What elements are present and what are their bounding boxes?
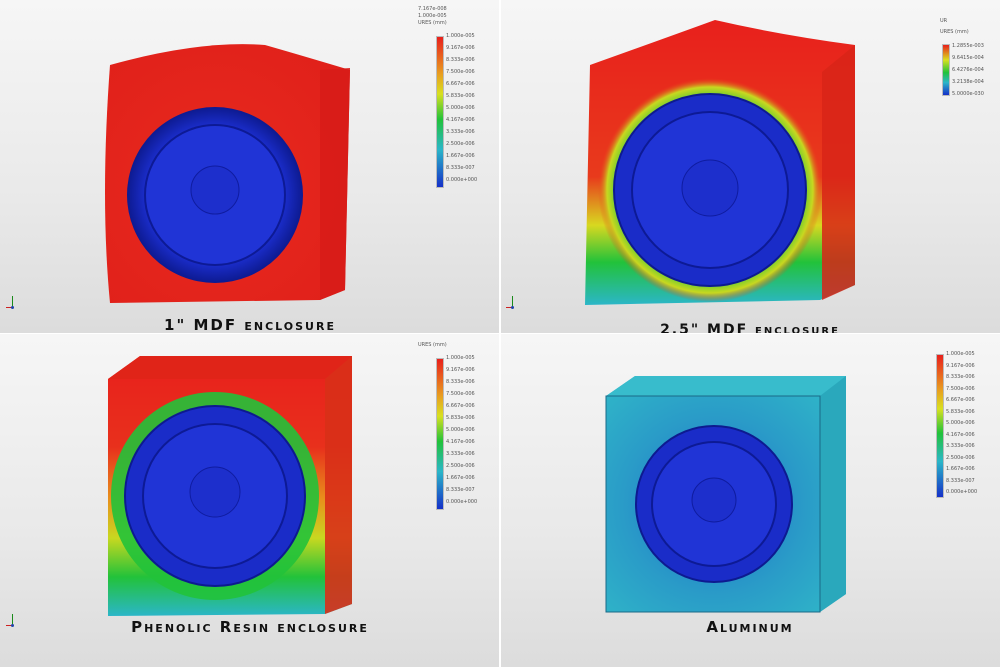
tick: 9.167e-006 — [446, 45, 475, 51]
enclosure-render — [585, 20, 855, 305]
tick: 8.333e-006 — [946, 374, 975, 380]
tick: 1.667e-006 — [446, 153, 475, 159]
tick: 4.167e-006 — [946, 431, 975, 438]
legend-title: URES (mm) — [940, 29, 969, 35]
legend-header-2: 1.000e-005 — [418, 13, 447, 19]
legend-header-1: UR — [940, 18, 948, 24]
box-top — [108, 356, 352, 379]
tick: 5.833e-006 — [446, 415, 475, 421]
tick: 3.333e-006 — [446, 129, 475, 135]
panel-caption: 2.5" MDF enclosure — [660, 322, 840, 333]
tick: 3.333e-006 — [946, 443, 975, 449]
tick: 8.333e-007 — [946, 477, 975, 484]
tick: 5.000e-006 — [946, 420, 975, 426]
tick: 3.2138e-004 — [952, 79, 984, 85]
tick: 4.167e-006 — [446, 117, 475, 123]
legend-header-1: 7.167e-008 — [418, 6, 447, 12]
tick: 9.167e-006 — [446, 367, 475, 373]
dust-cap — [190, 165, 240, 215]
axis-triad-icon — [6, 614, 20, 628]
panel-phenolic-resin: URES (mm) 1.000e-005 9.167e-006 8.333e-0… — [0, 334, 500, 667]
tick: 0.000e+000 — [446, 177, 478, 183]
enclosure-render — [105, 44, 350, 304]
divider-vertical — [499, 0, 501, 667]
tick: 1.667e-006 — [446, 475, 475, 481]
tick: 5.0000e-030 — [952, 91, 984, 97]
tick: 2.500e-006 — [446, 463, 475, 469]
tick: 6.667e-006 — [946, 397, 975, 403]
box-side — [320, 68, 350, 300]
color-legend: 1.000e-005 9.167e-006 8.333e-006 7.500e-… — [936, 352, 1000, 512]
color-legend: UR URES (mm) 1.2855e-003 9.6415e-004 6.4… — [940, 18, 1000, 118]
box-side — [820, 376, 846, 612]
legend-color-bar — [942, 44, 950, 96]
tick: 6.4276e-004 — [952, 67, 984, 73]
dust-cap — [681, 159, 739, 217]
tick: 1.667e-006 — [946, 466, 975, 472]
legend-title: URES (mm) — [418, 20, 447, 26]
dust-cap — [189, 466, 241, 518]
tick: 5.833e-006 — [446, 93, 475, 99]
tick: 8.333e-007 — [446, 487, 475, 493]
tick: 7.500e-006 — [446, 391, 475, 397]
box-side — [822, 45, 855, 300]
tick: 5.833e-006 — [946, 408, 975, 415]
tick: 5.000e-006 — [446, 427, 475, 433]
tick: 9.167e-006 — [946, 362, 975, 369]
tick: 2.500e-006 — [446, 141, 475, 147]
color-legend: URES (mm) 1.000e-005 9.167e-006 8.333e-0… — [418, 342, 488, 532]
box-top — [606, 376, 846, 396]
panel-1in-mdf: 7.167e-008 1.000e-005 URES (mm) 1.000e-0… — [0, 0, 500, 333]
axis-triad-icon — [506, 296, 520, 310]
legend-title: URES (mm) — [418, 342, 447, 348]
tick: 8.333e-006 — [446, 379, 475, 385]
axis-triad-icon — [6, 296, 20, 310]
tick: 6.667e-006 — [446, 403, 475, 409]
tick: 4.167e-006 — [446, 439, 475, 445]
tick: 2.500e-006 — [946, 454, 975, 461]
enclosure-render — [108, 356, 352, 616]
enclosure-render — [605, 376, 846, 613]
panel-aluminum: 1.000e-005 9.167e-006 8.333e-006 7.500e-… — [500, 334, 1000, 667]
tick: 8.333e-006 — [446, 57, 475, 63]
tick: 0.000e+000 — [446, 499, 478, 505]
tick: 0.000e+000 — [946, 489, 978, 495]
tick: 7.500e-006 — [446, 69, 475, 75]
legend-color-bar — [936, 354, 944, 498]
panel-caption: Aluminum — [706, 618, 794, 636]
tick: 1.000e-005 — [446, 355, 475, 361]
tick: 5.000e-006 — [446, 105, 475, 111]
legend-color-bar — [436, 36, 444, 188]
tick: 8.333e-007 — [446, 165, 475, 171]
dust-cap — [691, 477, 737, 523]
box-side — [325, 356, 352, 614]
tick: 1.000e-005 — [946, 351, 975, 357]
panel-caption: Phenolic Resin enclosure — [131, 618, 369, 636]
tick: 7.500e-006 — [946, 385, 975, 392]
tick: 9.6415e-004 — [952, 55, 984, 61]
tick: 1.2855e-003 — [952, 43, 984, 49]
color-legend: 7.167e-008 1.000e-005 URES (mm) 1.000e-0… — [418, 6, 488, 196]
tick: 1.000e-005 — [446, 33, 475, 39]
legend-color-bar — [436, 358, 444, 510]
tick: 6.667e-006 — [446, 81, 475, 87]
tick: 3.333e-006 — [446, 451, 475, 457]
panel-caption: 1" MDF enclosure — [164, 316, 336, 333]
panel-2-5in-mdf: UR URES (mm) 1.2855e-003 9.6415e-004 6.4… — [500, 0, 1000, 333]
